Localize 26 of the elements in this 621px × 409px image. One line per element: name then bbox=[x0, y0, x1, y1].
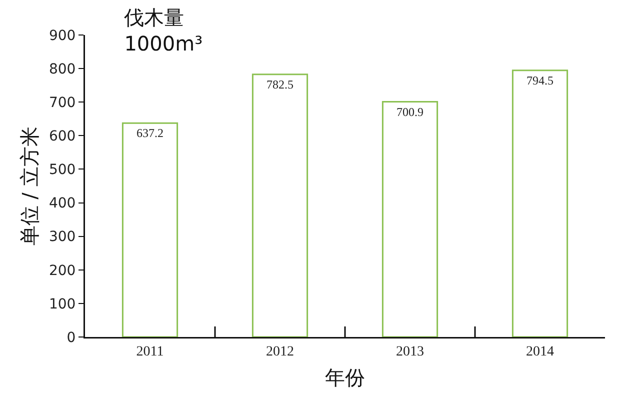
chart-title: 伐木量 bbox=[124, 6, 184, 30]
y-tick-label: 800 bbox=[48, 61, 76, 78]
data-label: 637.2 bbox=[136, 126, 164, 140]
x-tick-label: 2014 bbox=[526, 344, 554, 360]
y-tick-label: 300 bbox=[48, 229, 76, 246]
y-axis-title: 单位 / 立方米 bbox=[18, 126, 42, 246]
x-axis-title: 年份 bbox=[325, 366, 365, 390]
x-tick-label: 2013 bbox=[396, 344, 424, 360]
y-tick-label: 400 bbox=[48, 196, 76, 212]
x-tick-label: 2011 bbox=[136, 344, 164, 360]
chart-subtitle: 1000m³ bbox=[124, 32, 203, 56]
y-tick-label: 0 bbox=[66, 330, 76, 346]
bar bbox=[122, 122, 178, 337]
bar bbox=[252, 74, 308, 337]
y-tick-label: 100 bbox=[48, 296, 76, 312]
y-tick-label: 700 bbox=[48, 95, 76, 112]
y-tick-label: 600 bbox=[48, 128, 76, 145]
y-tick-label: 900 bbox=[48, 28, 76, 44]
data-label: 700.9 bbox=[396, 104, 424, 119]
data-label: 782.5 bbox=[266, 77, 294, 92]
bar bbox=[512, 70, 568, 337]
y-tick-label: 500 bbox=[48, 162, 76, 178]
x-tick-label: 2012 bbox=[266, 344, 294, 360]
bar bbox=[382, 101, 438, 337]
data-label: 794.5 bbox=[526, 73, 554, 88]
y-tick-label: 200 bbox=[48, 262, 76, 279]
